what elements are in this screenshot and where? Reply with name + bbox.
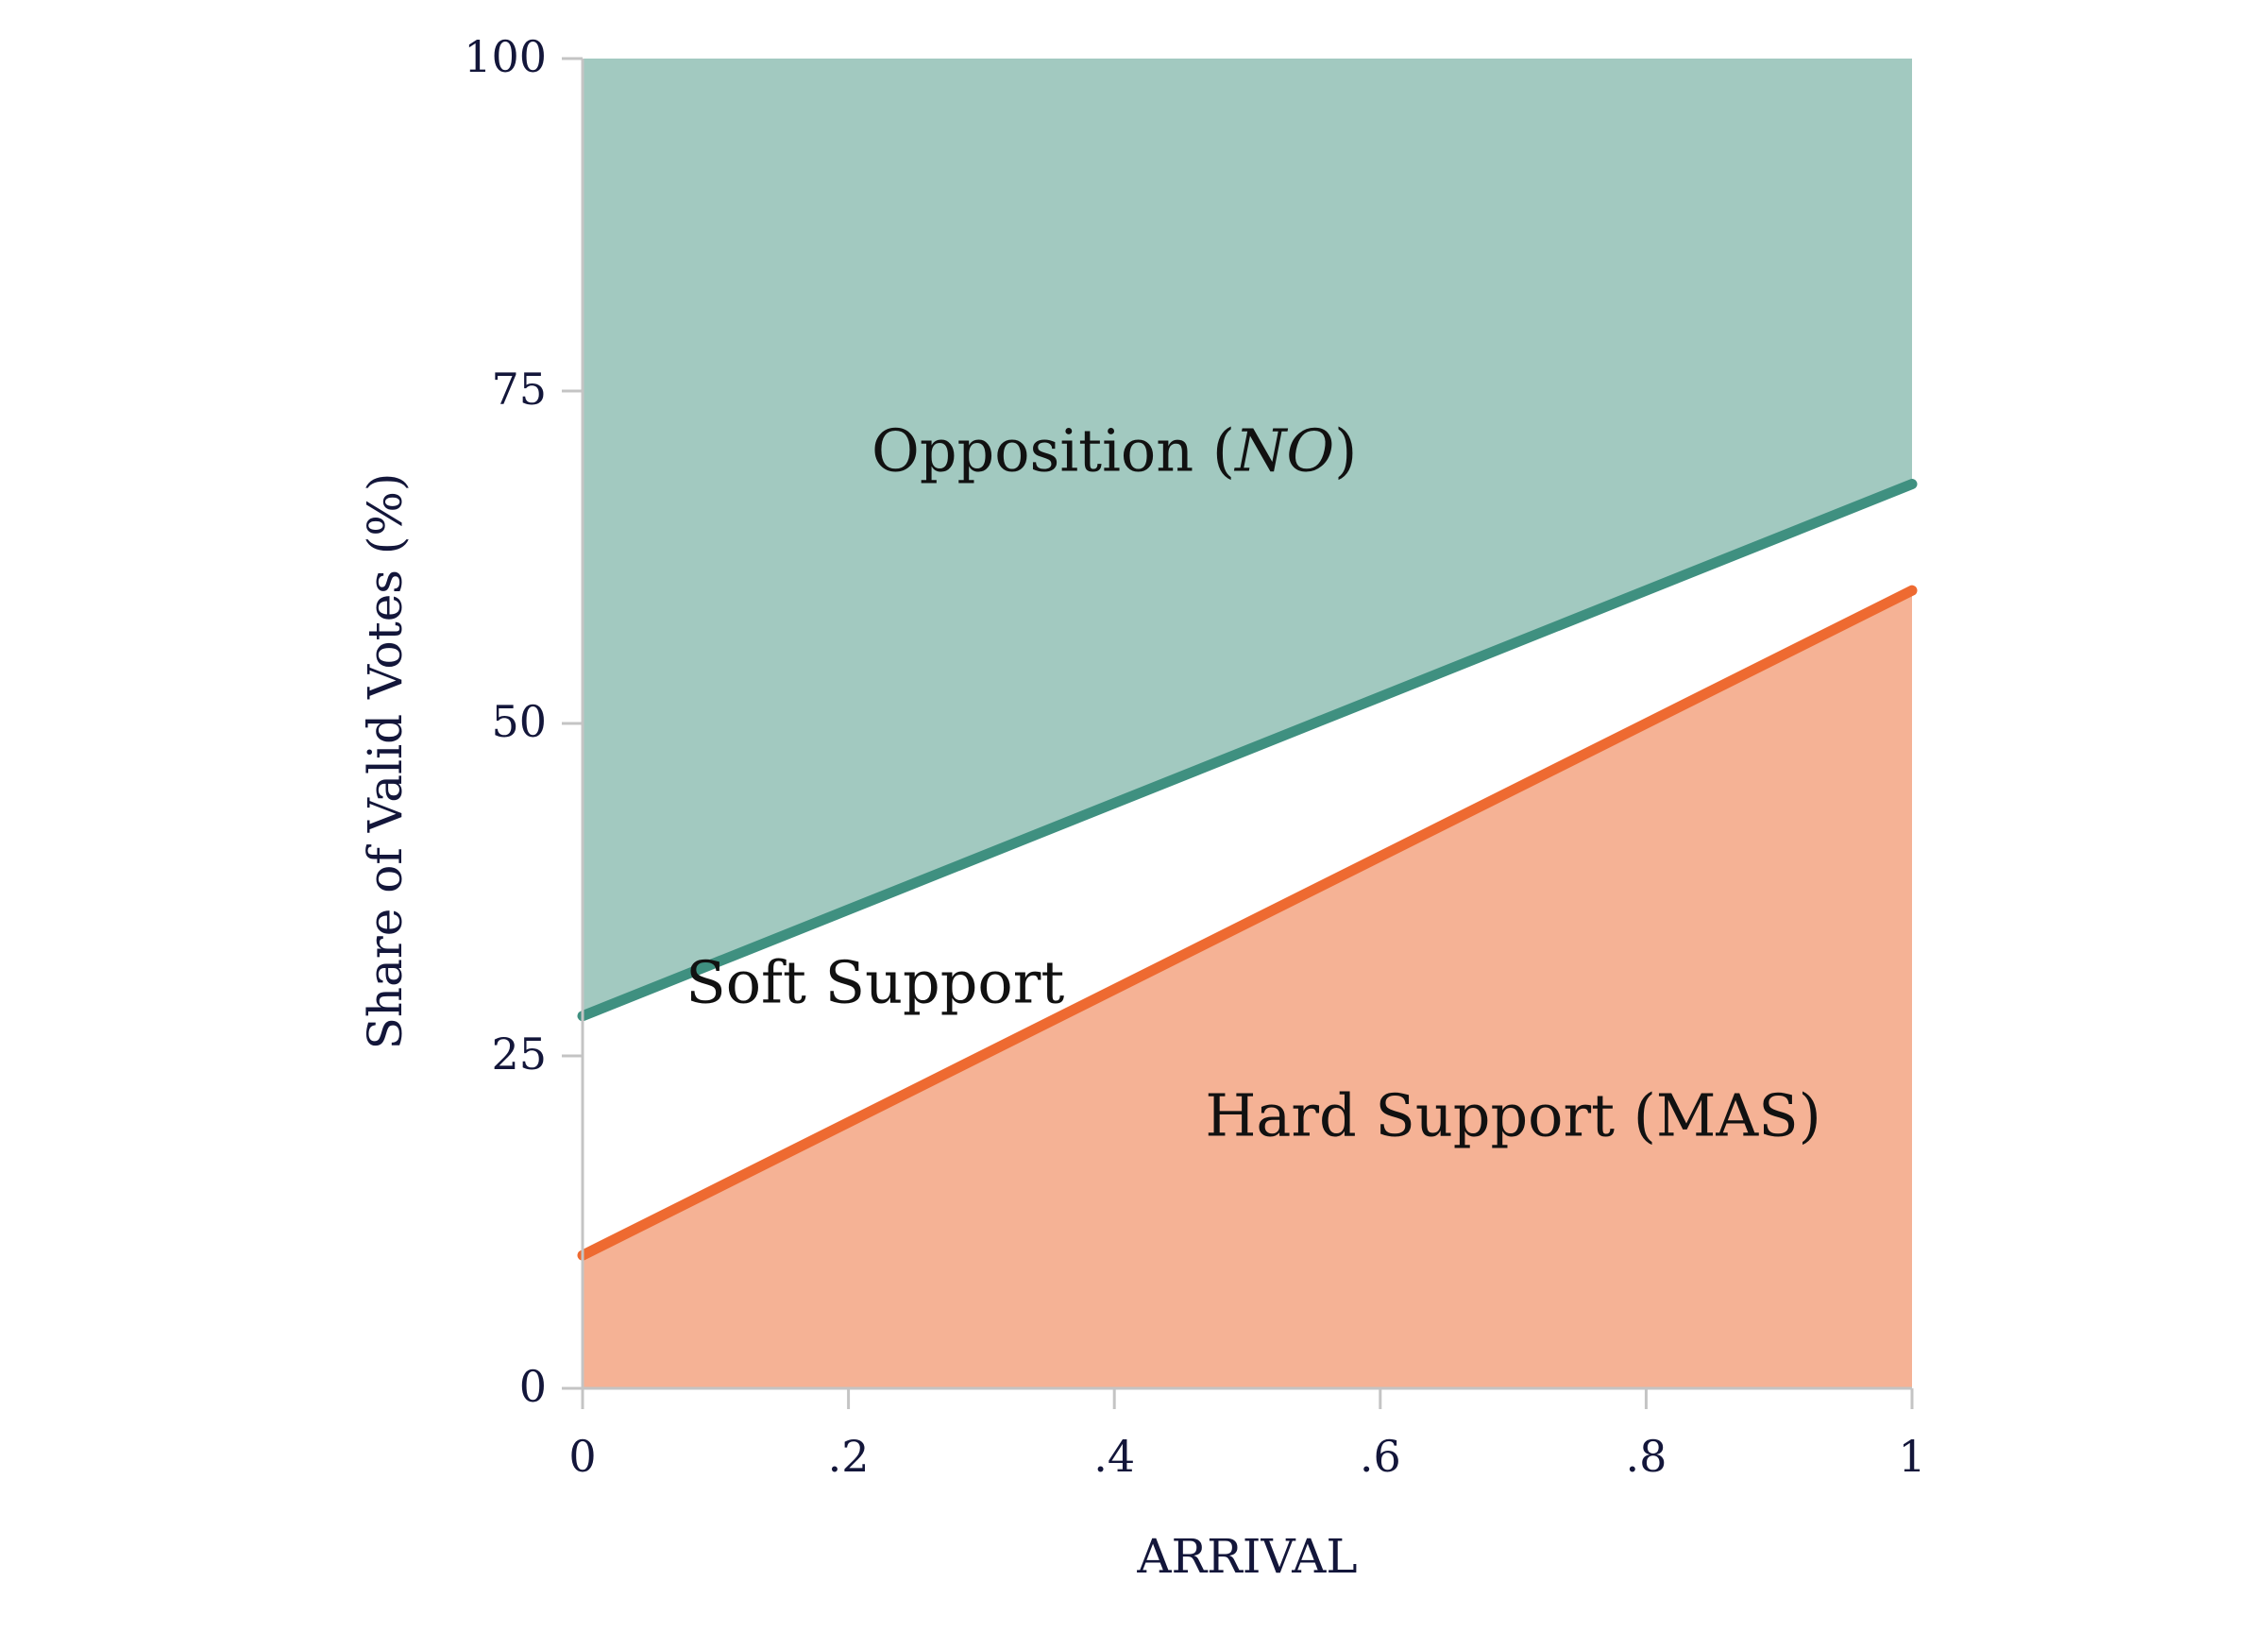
series-0-line bbox=[577, 479, 1918, 1022]
y-tick-label-25: 25 bbox=[491, 1028, 547, 1080]
y-axis-title: Share of Valid Votes (%) bbox=[358, 473, 413, 1050]
hard-support-label: Hard Support (MAS) bbox=[1205, 1080, 1821, 1149]
series-1-line bbox=[577, 585, 1918, 1261]
series-0-fill-area bbox=[583, 59, 1912, 1016]
soft-support-label: Soft Support bbox=[685, 948, 1064, 1017]
x-tick-label-0: 0 bbox=[568, 1431, 596, 1482]
series-1-fill-area bbox=[583, 590, 1912, 1388]
y-tick-label-75: 75 bbox=[491, 364, 547, 415]
y-tick-label-50: 50 bbox=[491, 696, 547, 747]
x-tick-label-.6: .6 bbox=[1360, 1431, 1401, 1482]
x-axis-title: ARRIVAL bbox=[1136, 1529, 1357, 1584]
opposition-label-end: ) bbox=[1334, 416, 1357, 484]
region-labels: Opposition (NO) Soft Support Hard Suppor… bbox=[685, 416, 1821, 1149]
x-tick-label-.2: .2 bbox=[828, 1431, 870, 1482]
axes: 0 25 50 75 100 0 .2 .4 .6 .8 1 bbox=[464, 31, 1925, 1482]
opposition-label: Opposition (NO) bbox=[872, 416, 1357, 484]
x-tick-label-.8: .8 bbox=[1625, 1431, 1667, 1482]
x-tick-label-.4: .4 bbox=[1093, 1431, 1135, 1482]
x-tick-label-1: 1 bbox=[1898, 1431, 1925, 1482]
y-tick-label-100: 100 bbox=[464, 31, 547, 82]
opposition-label-italic: NO bbox=[1233, 416, 1334, 484]
y-tick-label-0: 0 bbox=[519, 1361, 547, 1412]
plot-fills bbox=[583, 59, 1912, 1388]
opposition-label-main: Opposition ( bbox=[872, 416, 1235, 484]
plot-lines bbox=[577, 479, 1918, 1261]
